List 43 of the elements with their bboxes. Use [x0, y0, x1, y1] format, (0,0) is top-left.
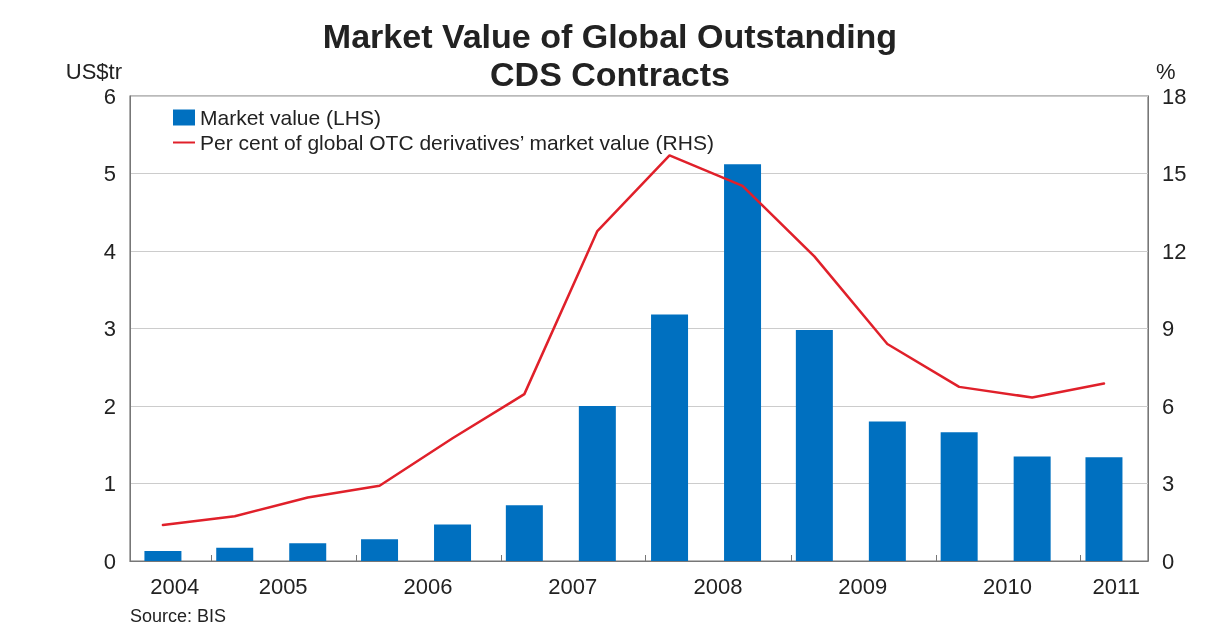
- bar: [505, 505, 543, 561]
- bar: [651, 314, 689, 561]
- bar: [724, 164, 762, 561]
- y2-tick-label: 12: [1162, 238, 1187, 264]
- y2-tick-label: 3: [1162, 471, 1175, 496]
- x-tick-label: 2008: [693, 573, 743, 599]
- bar: [216, 547, 254, 561]
- y2-tick-label: 15: [1162, 161, 1187, 186]
- y-tick-label: 2: [103, 393, 116, 419]
- bar: [1013, 456, 1051, 561]
- x-tick-label: 2011: [1092, 573, 1140, 599]
- y2-tick-label: 6: [1162, 393, 1175, 419]
- y2-tick-label: 9: [1162, 316, 1175, 341]
- y2-tick-label: 0: [1162, 548, 1175, 574]
- y-tick-label: 1: [103, 471, 116, 496]
- bar: [361, 539, 399, 561]
- bar: [144, 550, 182, 561]
- y2-axis-title: %: [1156, 58, 1176, 84]
- x-tick-label: 2005: [258, 573, 308, 599]
- x-tick-label: 2007: [548, 573, 598, 599]
- bar: [434, 524, 472, 561]
- y-tick-label: 4: [103, 238, 116, 264]
- bar: [1085, 457, 1123, 561]
- y-tick-label: 0: [103, 548, 116, 574]
- bar: [868, 421, 906, 561]
- legend-label: Per cent of global OTC derivatives’ market value (RHS): [200, 131, 714, 154]
- legend-label: Market value (LHS): [200, 106, 381, 129]
- y-tick-label: 6: [103, 83, 116, 109]
- y-tick-label: 5: [103, 161, 116, 186]
- bar: [940, 432, 978, 561]
- source-note: Source: BIS: [130, 606, 227, 626]
- x-tick-label: 2010: [983, 573, 1033, 599]
- x-tick-label: 2006: [403, 573, 453, 599]
- y-tick-label: 3: [103, 316, 116, 341]
- y2-tick-label: 18: [1162, 83, 1187, 109]
- y-axis-title: US$tr: [65, 58, 122, 84]
- line-series: [161, 154, 1106, 527]
- bar: [289, 543, 327, 561]
- x-tick-label: 2004: [150, 573, 200, 599]
- chart-title: Market Value of Global Outstanding CDS Contracts: [322, 17, 898, 93]
- bar: [795, 330, 833, 561]
- x-tick-label: 2009: [838, 573, 888, 599]
- bar: [578, 406, 616, 561]
